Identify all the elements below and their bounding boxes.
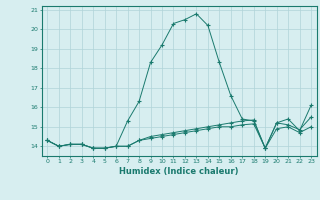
X-axis label: Humidex (Indice chaleur): Humidex (Indice chaleur) (119, 167, 239, 176)
